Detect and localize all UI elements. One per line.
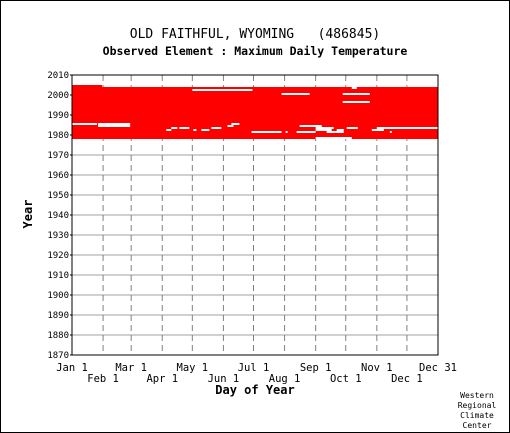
x-tick-label: May 1 [177,362,209,374]
missing-data-gap [301,131,316,133]
missing-data-gap [251,131,282,133]
missing-data-gap [192,89,253,91]
missing-data-gap [281,93,310,95]
x-tick-label: Aug 1 [269,373,301,385]
x-tick-label: Dec 31 [419,362,457,374]
data-block [72,85,103,87]
y-tick-label: 1930 [47,231,69,241]
x-tick-label: Sep 1 [300,362,332,374]
missing-data-gap [285,131,288,133]
missing-data-gap [342,93,370,95]
footer-line: Center [463,421,492,430]
missing-data-gap [346,127,358,129]
plot-area: 2010 2000 1990 1980 1970 1960 1950 1940 1930 1920… [47,71,457,385]
x-tick-label: Oct 1 [330,373,362,385]
footer-line: Regional [458,401,497,410]
missing-data-gap [179,127,190,129]
x-tick-label: Apr 1 [146,373,178,385]
x-tick-label: Feb 1 [87,373,119,385]
chart-title: OLD FAITHFUL, WYOMING (486845) [130,27,380,42]
missing-data-gap [193,129,197,131]
y-tick-label: 1920 [47,251,69,261]
missing-data-gap [171,127,178,129]
missing-data-gap [98,123,131,125]
missing-data-gap [326,131,344,133]
y-tick-label: 1900 [47,291,69,301]
y-axis-label: Year [21,200,35,229]
y-tick-label: 1960 [47,171,69,181]
x-tick-label: Jan 1 [56,362,88,374]
missing-data-gap [315,129,332,131]
missing-data-gap [201,129,210,131]
missing-data-gap [315,137,352,139]
missing-data-gap [299,125,322,127]
y-tick-label: 1910 [47,271,69,281]
missing-data-gap [315,127,334,129]
x-axis-label: Day of Year [215,383,294,397]
missing-data-gap [72,123,98,125]
x-tick-label: Nov 1 [361,362,393,374]
y-tick-label: 1970 [47,151,69,161]
y-tick-label: 2000 [47,91,69,101]
y-tick-label: 1890 [47,311,69,321]
missing-data-gap [376,127,438,129]
missing-data-gap [336,129,344,131]
missing-data-gap [371,129,384,131]
missing-data-gap [389,131,392,133]
missing-data-gap [166,129,172,131]
chart-subtitle: Observed Element : Maximum Daily Tempera… [103,44,408,58]
x-tick-label: Jun 1 [208,373,240,385]
y-tick-label: 1940 [47,211,69,221]
missing-data-gap [231,123,240,125]
missing-data-gap [342,101,370,103]
x-tick-label: Mar 1 [115,362,147,374]
footer-line: Western [460,391,494,400]
missing-data-gap [296,131,304,133]
x-tick-label: Jul 1 [238,362,270,374]
missing-data-gap [351,87,357,89]
y-tick-label: 1880 [47,331,69,341]
missing-data-gap [211,127,222,129]
y-tick-label: 1990 [47,111,69,121]
y-tick-label: 1950 [47,191,69,201]
x-tick-label: Dec 1 [391,373,423,385]
y-tick-label: 1870 [47,351,69,361]
footer-line: Climate [460,411,494,420]
missing-data-gap [227,125,234,127]
missing-data-gap [98,125,131,127]
y-tick-label: 2010 [47,71,69,81]
y-tick-label: 1980 [47,131,69,141]
